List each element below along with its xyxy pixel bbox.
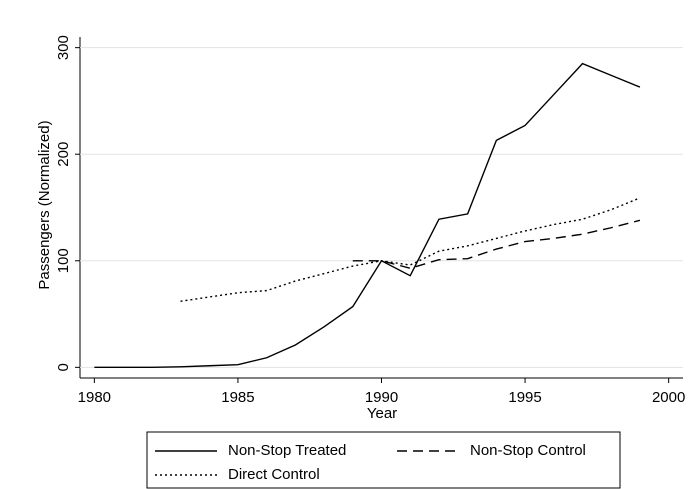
- x-tick-label: 1995: [508, 389, 541, 406]
- x-tick-label: 1985: [221, 389, 254, 406]
- y-tick-label: 300: [55, 35, 72, 60]
- y-tick-label: 200: [55, 142, 72, 167]
- x-axis-label: Year: [367, 405, 397, 422]
- legend-label: Non-Stop Control: [470, 442, 586, 459]
- x-tick-label: 1990: [365, 389, 398, 406]
- series-line: [94, 62, 641, 369]
- series-line: [352, 219, 641, 269]
- y-tick-label: 100: [55, 248, 72, 273]
- legend-label: Non-Stop Treated: [228, 442, 346, 459]
- legend-box: [146, 431, 621, 489]
- x-tick-label: 1980: [78, 389, 111, 406]
- legend-label: Direct Control: [228, 466, 320, 483]
- x-tick-label: 2000: [652, 389, 685, 406]
- y-tick-label: 0: [55, 363, 72, 371]
- y-axis-label: Passengers (Normalized): [36, 120, 53, 289]
